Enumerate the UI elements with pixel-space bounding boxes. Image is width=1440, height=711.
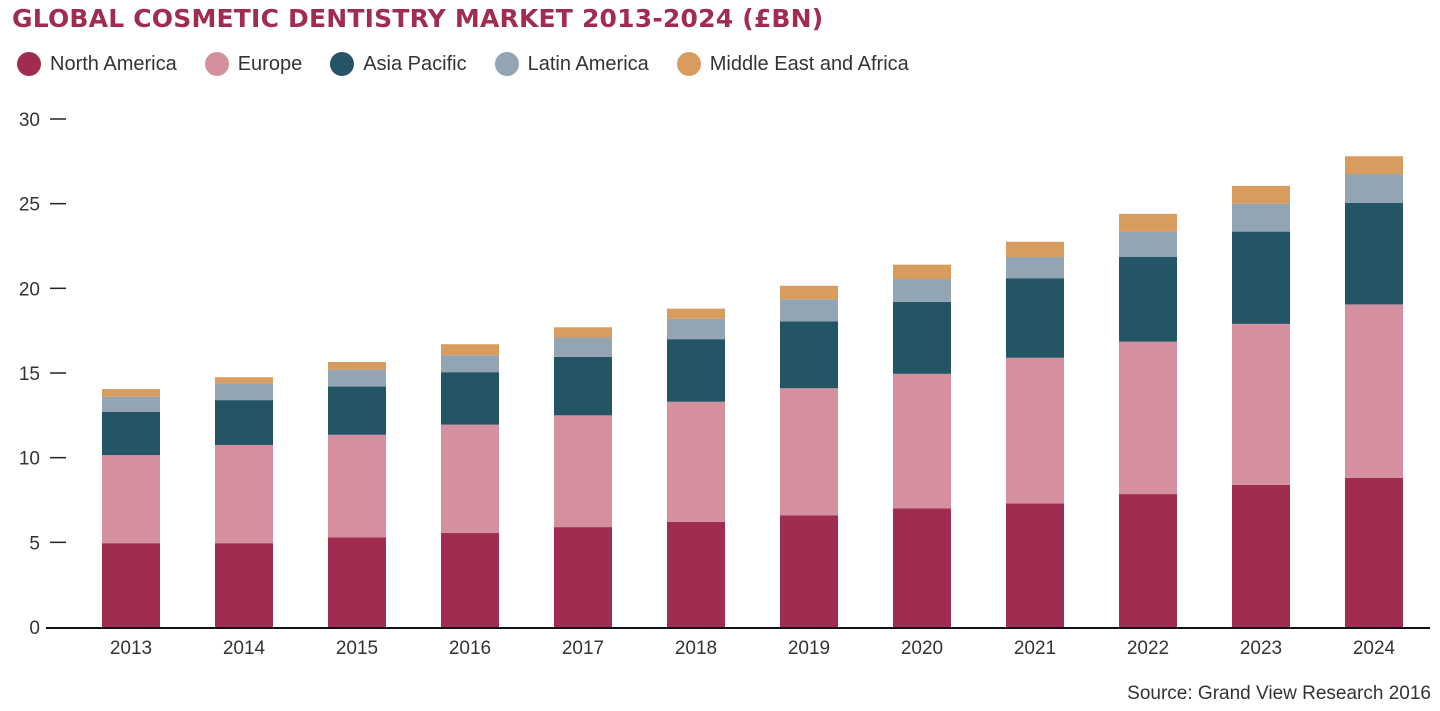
y-tick-label: 0 xyxy=(29,618,40,639)
legend-swatch-icon xyxy=(676,52,701,76)
y-tick-label: 10 xyxy=(19,449,40,470)
y-tick-label: 30 xyxy=(19,110,40,131)
bar-segment xyxy=(102,396,160,412)
bar-segment xyxy=(1119,257,1177,342)
bar-segment xyxy=(893,508,951,627)
legend-swatch-icon xyxy=(330,52,355,76)
x-tick-label: 2018 xyxy=(675,638,717,659)
legend-item: North America xyxy=(17,52,177,76)
bar-segment xyxy=(667,318,725,340)
bar-segment xyxy=(215,444,273,544)
bar-segment xyxy=(1345,477,1403,627)
bar-segment xyxy=(1006,278,1064,358)
bar-segment xyxy=(1232,185,1290,204)
bar-segment xyxy=(780,321,838,389)
bar-segment xyxy=(780,299,838,322)
bar-segment xyxy=(1232,323,1290,485)
bar-segment xyxy=(441,533,499,627)
bar-segment xyxy=(1345,202,1403,305)
legend-label: Latin America xyxy=(527,52,649,75)
bar-segment xyxy=(1345,156,1403,175)
x-tick-label: 2013 xyxy=(110,638,152,659)
x-tick-label: 2015 xyxy=(336,638,378,659)
bar-segment xyxy=(554,527,612,627)
chart-title: GLOBAL COSMETIC DENTISTRY MARKET 2013-20… xyxy=(12,4,824,33)
bar-segment xyxy=(328,361,386,370)
y-tick-label: 5 xyxy=(29,533,40,554)
legend-item: Middle East and Africa xyxy=(676,52,909,76)
x-tick-label: 2022 xyxy=(1127,638,1169,659)
y-tick-label: 25 xyxy=(19,195,40,216)
legend-label: Asia Pacific xyxy=(363,52,467,75)
legend-swatch-icon xyxy=(494,52,519,76)
bar-segment xyxy=(441,344,499,356)
bar-segment xyxy=(1006,241,1064,258)
y-tick-label: 20 xyxy=(19,279,40,300)
x-tick-label: 2014 xyxy=(223,638,266,659)
bar-segment xyxy=(780,388,838,516)
bar-segment xyxy=(667,401,725,523)
legend-label: North America xyxy=(50,52,177,75)
source-note: Source: Grand View Research 2016 xyxy=(1127,683,1431,704)
bar-segment xyxy=(554,337,612,357)
x-tick-label: 2023 xyxy=(1240,638,1282,659)
y-tick-label: 15 xyxy=(19,364,40,385)
bar-segment xyxy=(1232,484,1290,627)
legend-swatch-icon xyxy=(17,52,41,76)
bar-segment xyxy=(328,386,386,435)
bar-segment xyxy=(667,308,725,319)
x-tick-label: 2019 xyxy=(788,638,830,659)
bar-segment xyxy=(441,355,499,373)
bar-segment xyxy=(328,434,386,538)
x-tick-label: 2024 xyxy=(1353,638,1396,659)
bar-segment xyxy=(893,279,951,302)
legend-label: Europe xyxy=(237,52,303,75)
bar-segment xyxy=(328,537,386,627)
bar-segment xyxy=(780,285,838,300)
bar-segment xyxy=(1006,257,1064,279)
bar-segment xyxy=(102,389,160,397)
legend-item: Asia Pacific xyxy=(330,52,467,76)
bar-segment xyxy=(215,543,273,627)
bar-segment xyxy=(667,522,725,627)
bar-segment xyxy=(328,369,386,387)
bar-segment xyxy=(215,400,273,445)
bar-segment xyxy=(893,301,951,374)
bar-segment xyxy=(215,383,273,401)
bar-segment xyxy=(1119,341,1177,495)
bar-segment xyxy=(441,372,499,425)
bar-segment xyxy=(893,264,951,280)
bar-segment xyxy=(1119,494,1177,627)
bar-segment xyxy=(102,411,160,456)
legend-item: Latin America xyxy=(494,52,649,76)
bar-segment xyxy=(893,373,951,509)
bar-segment xyxy=(554,356,612,416)
bar-segment xyxy=(1006,357,1064,504)
bar-segment xyxy=(667,339,725,402)
bar-segment xyxy=(215,377,273,384)
bar-segment xyxy=(780,515,838,627)
bar-segment xyxy=(102,543,160,627)
bar-segment xyxy=(1006,503,1064,627)
bar-segment xyxy=(1119,231,1177,258)
bar-segment xyxy=(1345,304,1403,478)
legend-swatch-icon xyxy=(204,52,229,76)
legend-label: Middle East and Africa xyxy=(709,52,909,75)
bar-segment xyxy=(1119,213,1177,232)
x-tick-label: 2016 xyxy=(449,638,491,659)
legend: North America Europe Asia Pacific Latin Ame… xyxy=(17,52,937,76)
x-tick-label: 2020 xyxy=(901,638,943,659)
legend-item: Europe xyxy=(204,52,303,76)
x-tick-label: 2017 xyxy=(562,638,604,659)
bar-segment xyxy=(1232,231,1290,324)
bar-segment xyxy=(441,424,499,534)
bar-segment xyxy=(1232,203,1290,232)
bar-segment xyxy=(554,327,612,338)
bar-segment xyxy=(102,455,160,544)
x-tick-label: 2021 xyxy=(1014,638,1056,659)
bar-segment xyxy=(554,415,612,528)
bar-segment xyxy=(1345,174,1403,203)
